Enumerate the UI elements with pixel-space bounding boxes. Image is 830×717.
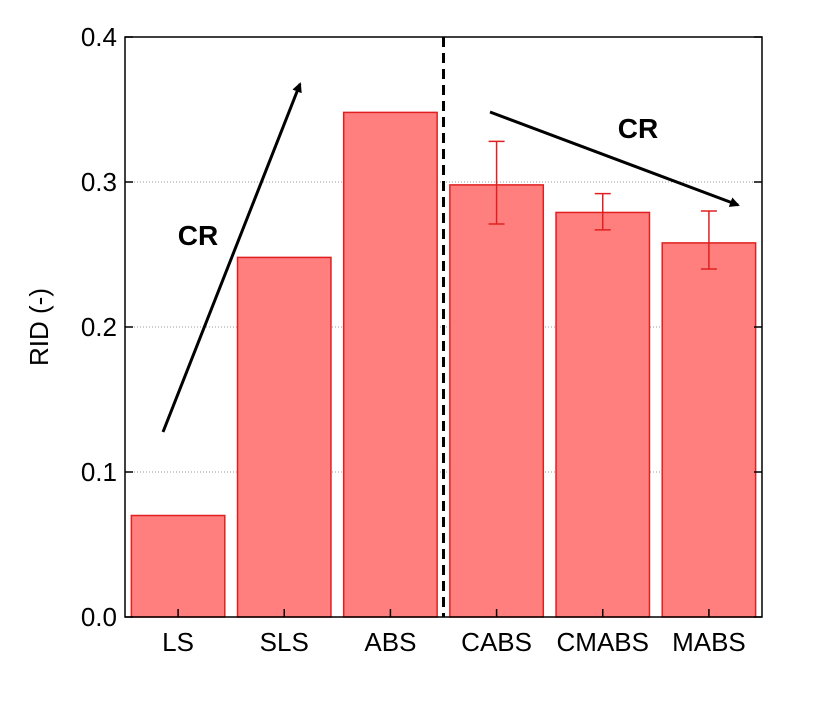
y-axis-ticks: 0.0 0.1 0.2 0.3 0.4 <box>81 22 762 632</box>
bar-abs <box>342 111 438 618</box>
y-tick-label: 0.1 <box>81 457 117 487</box>
x-tick-label: SLS <box>260 627 309 657</box>
bars <box>130 111 757 618</box>
decrease-arrow <box>489 110 740 207</box>
annotation-cr-increase: CR <box>178 220 218 251</box>
x-tick-label: CABS <box>461 627 532 657</box>
bar-cabs <box>449 184 545 618</box>
x-tick-label: MABS <box>672 627 746 657</box>
x-tick-label: ABS <box>364 627 416 657</box>
bar-cmabs <box>555 211 651 618</box>
y-tick-label: 0.4 <box>81 22 117 52</box>
error-bars <box>488 140 717 270</box>
bar-mabs <box>661 242 757 618</box>
x-tick-label: CMABS <box>557 627 649 657</box>
y-axis-label: RID (-) <box>24 288 54 366</box>
x-tick-label: LS <box>162 627 194 657</box>
annotation-cr-decrease: CR <box>618 113 658 144</box>
bar-ls <box>130 514 226 618</box>
bar-sls <box>236 256 332 618</box>
y-tick-label: 0.2 <box>81 312 117 342</box>
annotations: CR CR <box>161 82 740 433</box>
y-tick-label: 0.3 <box>81 167 117 197</box>
x-axis-ticks: LS SLS ABS CABS CMABS MABS <box>162 609 746 657</box>
y-tick-label: 0.0 <box>81 602 117 632</box>
increase-arrow <box>161 82 302 433</box>
